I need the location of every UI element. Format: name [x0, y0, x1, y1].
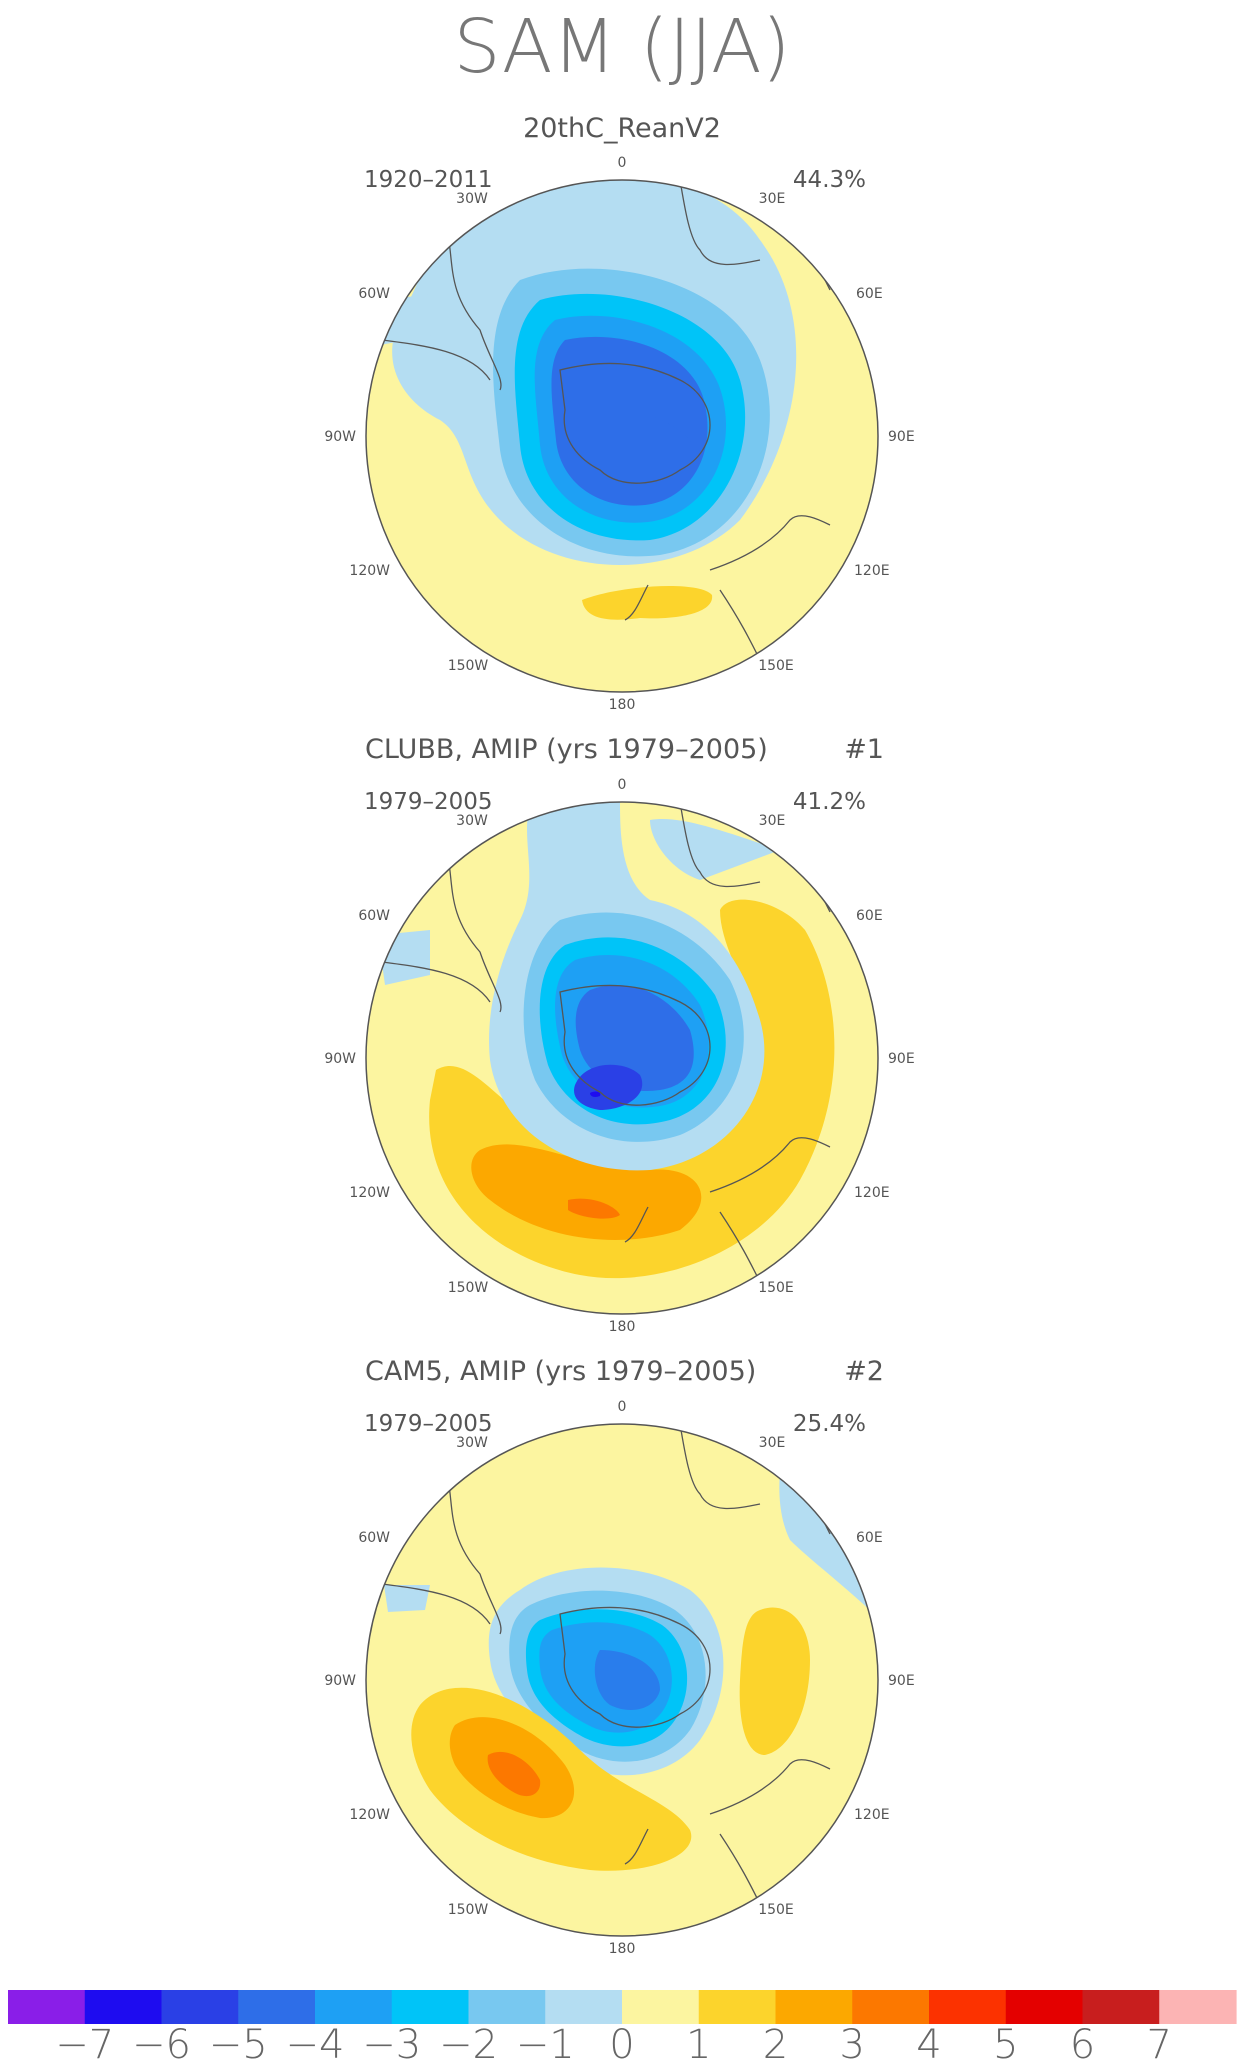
- panel-2-map: [366, 802, 878, 1314]
- panel-2-title: CLUBB, AMIP (yrs 1979–2005): [365, 734, 768, 765]
- panel-1-lon-90w: 90W: [324, 429, 356, 445]
- panel-2-variance: 41.2%: [793, 789, 866, 815]
- panel-1-lon-30e: 30E: [759, 191, 786, 207]
- panel-2-coastlines: [381, 802, 831, 1283]
- panel-2-lon-60w: 60W: [358, 908, 390, 924]
- colorbar-label-2: −5: [209, 2022, 268, 2064]
- colorbar-label-13: 6: [1070, 2022, 1095, 2064]
- panel-2-lon-180: 180: [609, 1319, 636, 1335]
- colorbar-label-8: 1: [686, 2022, 711, 2064]
- colorbar-swatch-12: [929, 1990, 1007, 2024]
- panel-3-lon-120w: 120W: [349, 1807, 390, 1823]
- colorbar-label-9: 2: [763, 2022, 788, 2064]
- panel-2-tag: #1: [844, 734, 884, 765]
- panel-1-title: 20thC_ReanV2: [523, 113, 721, 144]
- colorbar-label-1: −6: [132, 2022, 191, 2064]
- colorbar-swatch-13: [1005, 1990, 1084, 2024]
- panel-1-period: 1920–2011: [364, 167, 493, 193]
- panel-2-lon-0: 0: [618, 777, 627, 793]
- colorbar-swatch-9: [698, 1990, 777, 2024]
- colorbar-labels: −7 −6 −5 −4 −3 −2 −1 0 1 2 3 4 5 6 7: [55, 2022, 1172, 2064]
- panel-1: 20thC_ReanV2 1920–2011 44.3%: [324, 113, 914, 713]
- colorbar-label-10: 3: [840, 2022, 865, 2064]
- colorbar-swatch-2: [161, 1990, 239, 2024]
- panel-1-map: [366, 180, 878, 692]
- colorbar-label-6: −1: [516, 2022, 575, 2064]
- figure-title: SAM (JJA): [453, 4, 790, 90]
- panel-3-title: CAM5, AMIP (yrs 1979–2005): [365, 1356, 756, 1387]
- panel-3-map: [366, 1424, 878, 1936]
- panel-1-lon-0: 0: [618, 155, 627, 171]
- colorbar-swatch-7: [545, 1990, 623, 2024]
- panel-3-lon-150w: 150W: [448, 1902, 489, 1918]
- panel-3-coastlines: [381, 1424, 831, 1905]
- colorbar-swatch-6: [468, 1990, 546, 2024]
- panel-2-lon-60e: 60E: [856, 908, 883, 924]
- colorbar-swatch-1: [84, 1990, 163, 2024]
- panel-1-lon-180: 180: [609, 697, 636, 713]
- panel-1-lon-90e: 90E: [888, 429, 915, 445]
- colorbar-swatch-8: [622, 1990, 700, 2024]
- panel-2-lon-120w: 120W: [349, 1185, 390, 1201]
- panel-3-period: 1979–2005: [364, 1411, 493, 1437]
- panel-3-lon-30w: 30W: [456, 1435, 488, 1451]
- colorbar-swatch-0: [8, 1990, 86, 2024]
- panel-2-lon-30e: 30E: [759, 813, 786, 829]
- panel-3-lon-180: 180: [609, 1941, 636, 1957]
- panel-3-lon-30e: 30E: [759, 1435, 786, 1451]
- panel-1-lon-150w: 150W: [448, 658, 489, 674]
- panel-3-lon-150e: 150E: [758, 1902, 794, 1918]
- panel-3-lon-60w: 60W: [358, 1530, 390, 1546]
- panel-2-lon-150w: 150W: [448, 1280, 489, 1296]
- panel-1-lon-150e: 150E: [758, 658, 794, 674]
- colorbar-label-7: 0: [609, 2022, 634, 2064]
- colorbar-swatch-15: [1159, 1990, 1237, 2024]
- panel-2: CLUBB, AMIP (yrs 1979–2005) #1 1979–2005…: [324, 734, 914, 1335]
- colorbar-swatch-3: [238, 1990, 316, 2024]
- panel-3-lon-0: 0: [618, 1399, 627, 1415]
- colorbar-swatch-4: [315, 1990, 393, 2024]
- panel-1-lon-60e: 60E: [856, 286, 883, 302]
- panel-3: CAM5, AMIP (yrs 1979–2005) #2 1979–2005 …: [324, 1356, 914, 1957]
- colorbar-swatch-14: [1082, 1990, 1160, 2024]
- panel-2-lon-90e: 90E: [888, 1051, 915, 1067]
- colorbar-swatch-5: [391, 1990, 470, 2024]
- panel-2-period: 1979–2005: [364, 789, 493, 815]
- panel-1-lon-120w: 120W: [349, 563, 390, 579]
- colorbar-label-5: −2: [439, 2022, 498, 2064]
- colorbar-swatch-11: [852, 1990, 930, 2024]
- panel-1-lon-60w: 60W: [358, 286, 390, 302]
- panel-1-lon-30w: 30W: [456, 191, 488, 207]
- panel-2-lon-150e: 150E: [758, 1280, 794, 1296]
- panel-1-lon-120e: 120E: [854, 563, 890, 579]
- panel-3-lon-90w: 90W: [324, 1673, 356, 1689]
- panel-2-lon-90w: 90W: [324, 1051, 356, 1067]
- colorbar-swatch-10: [775, 1990, 853, 2024]
- colorbar: [8, 1990, 1237, 2024]
- panel-3-lon-120e: 120E: [854, 1807, 890, 1823]
- colorbar-label-11: 4: [916, 2022, 941, 2064]
- colorbar-label-0: −7: [55, 2022, 114, 2064]
- panel-1-variance: 44.3%: [793, 167, 866, 193]
- colorbar-label-14: 7: [1147, 2022, 1172, 2064]
- colorbar-label-4: −3: [362, 2022, 421, 2064]
- panel-3-variance: 25.4%: [793, 1411, 866, 1437]
- panel-2-lon-120e: 120E: [854, 1185, 890, 1201]
- panel-3-lon-60e: 60E: [856, 1530, 883, 1546]
- panel-3-lon-90e: 90E: [888, 1673, 915, 1689]
- colorbar-label-3: −4: [286, 2022, 345, 2064]
- panel-2-lon-30w: 30W: [456, 813, 488, 829]
- panel-3-tag: #2: [844, 1356, 884, 1387]
- colorbar-label-12: 5: [993, 2022, 1018, 2064]
